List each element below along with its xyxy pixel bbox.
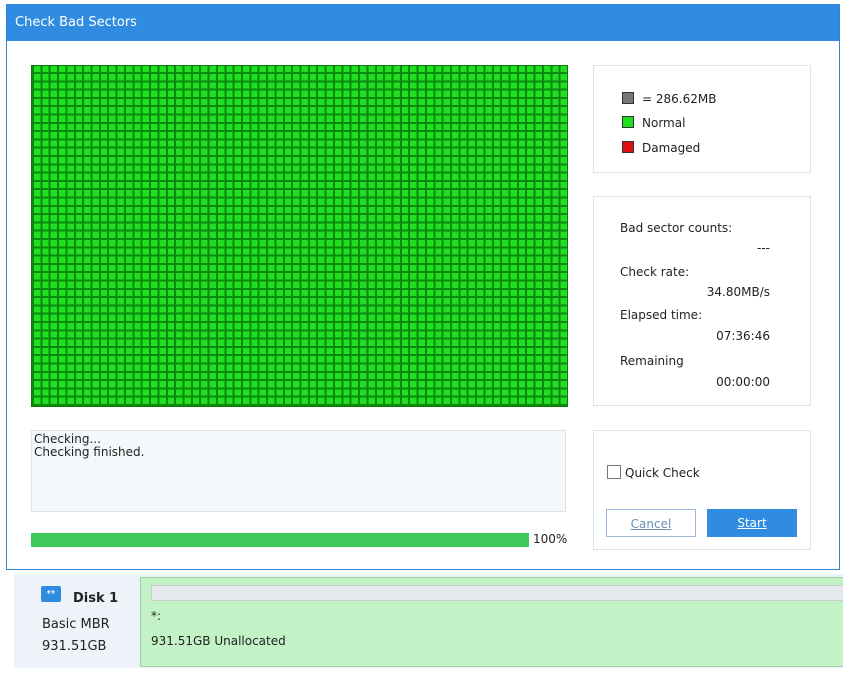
legend-unit-label: = 286.62MB: [642, 92, 717, 106]
progress-bar: [31, 533, 529, 547]
cancel-button[interactable]: Cancel: [606, 509, 696, 537]
quick-check-label: Quick Check: [625, 466, 700, 480]
disk-name: Disk 1: [73, 591, 119, 606]
elapsed-label: Elapsed time:: [620, 308, 703, 322]
stats-panel: Bad sector counts: --- Check rate: 34.80…: [593, 196, 811, 406]
partition-block[interactable]: *: 931.51GB Unallocated: [140, 577, 843, 667]
check-rate-value: 34.80MB/s: [706, 285, 770, 299]
elapsed-value: 07:36:46: [716, 329, 770, 343]
controls-panel: Quick Check Cancel Start: [593, 430, 811, 550]
log-line: Checking finished.: [34, 445, 145, 459]
legend-damaged: Damaged: [622, 141, 700, 155]
progress-percent: 100%: [533, 532, 568, 546]
partition-info: 931.51GB Unallocated: [151, 634, 286, 648]
check-bad-sectors-dialog: Check Bad Sectors = 286.62MB Normal Dama…: [6, 4, 840, 570]
progress-fill: [31, 533, 529, 547]
remaining-value: 00:00:00: [716, 375, 770, 389]
log-line: Checking...: [34, 432, 101, 446]
bad-sector-value: ---: [757, 241, 770, 255]
partition-usage-bar: [151, 585, 843, 601]
legend-damaged-label: Damaged: [642, 141, 701, 155]
checkbox-icon[interactable]: [607, 465, 621, 479]
unit-swatch-icon: [622, 92, 634, 104]
disk-type: Basic MBR: [42, 617, 110, 632]
sector-map-grid: [31, 65, 568, 407]
normal-swatch-icon: [622, 116, 634, 128]
legend-normal: Normal: [622, 116, 685, 130]
legend-normal-label: Normal: [642, 116, 686, 130]
dialog-title: Check Bad Sectors: [7, 5, 839, 41]
start-button[interactable]: Start: [707, 509, 797, 537]
remaining-label: Remaining: [620, 354, 684, 368]
partition-label: *:: [151, 609, 162, 623]
legend-unit: = 286.62MB: [622, 92, 716, 106]
legend-panel: = 286.62MB Normal Damaged: [593, 65, 811, 173]
disk-icon: ↔: [41, 586, 61, 602]
bad-sector-label: Bad sector counts:: [620, 221, 733, 235]
disk-size: 931.51GB: [42, 639, 107, 654]
damaged-swatch-icon: [622, 141, 634, 153]
quick-check-checkbox[interactable]: Quick Check: [607, 465, 700, 480]
check-rate-label: Check rate:: [620, 265, 690, 279]
log-area: Checking... Checking finished.: [31, 430, 566, 512]
